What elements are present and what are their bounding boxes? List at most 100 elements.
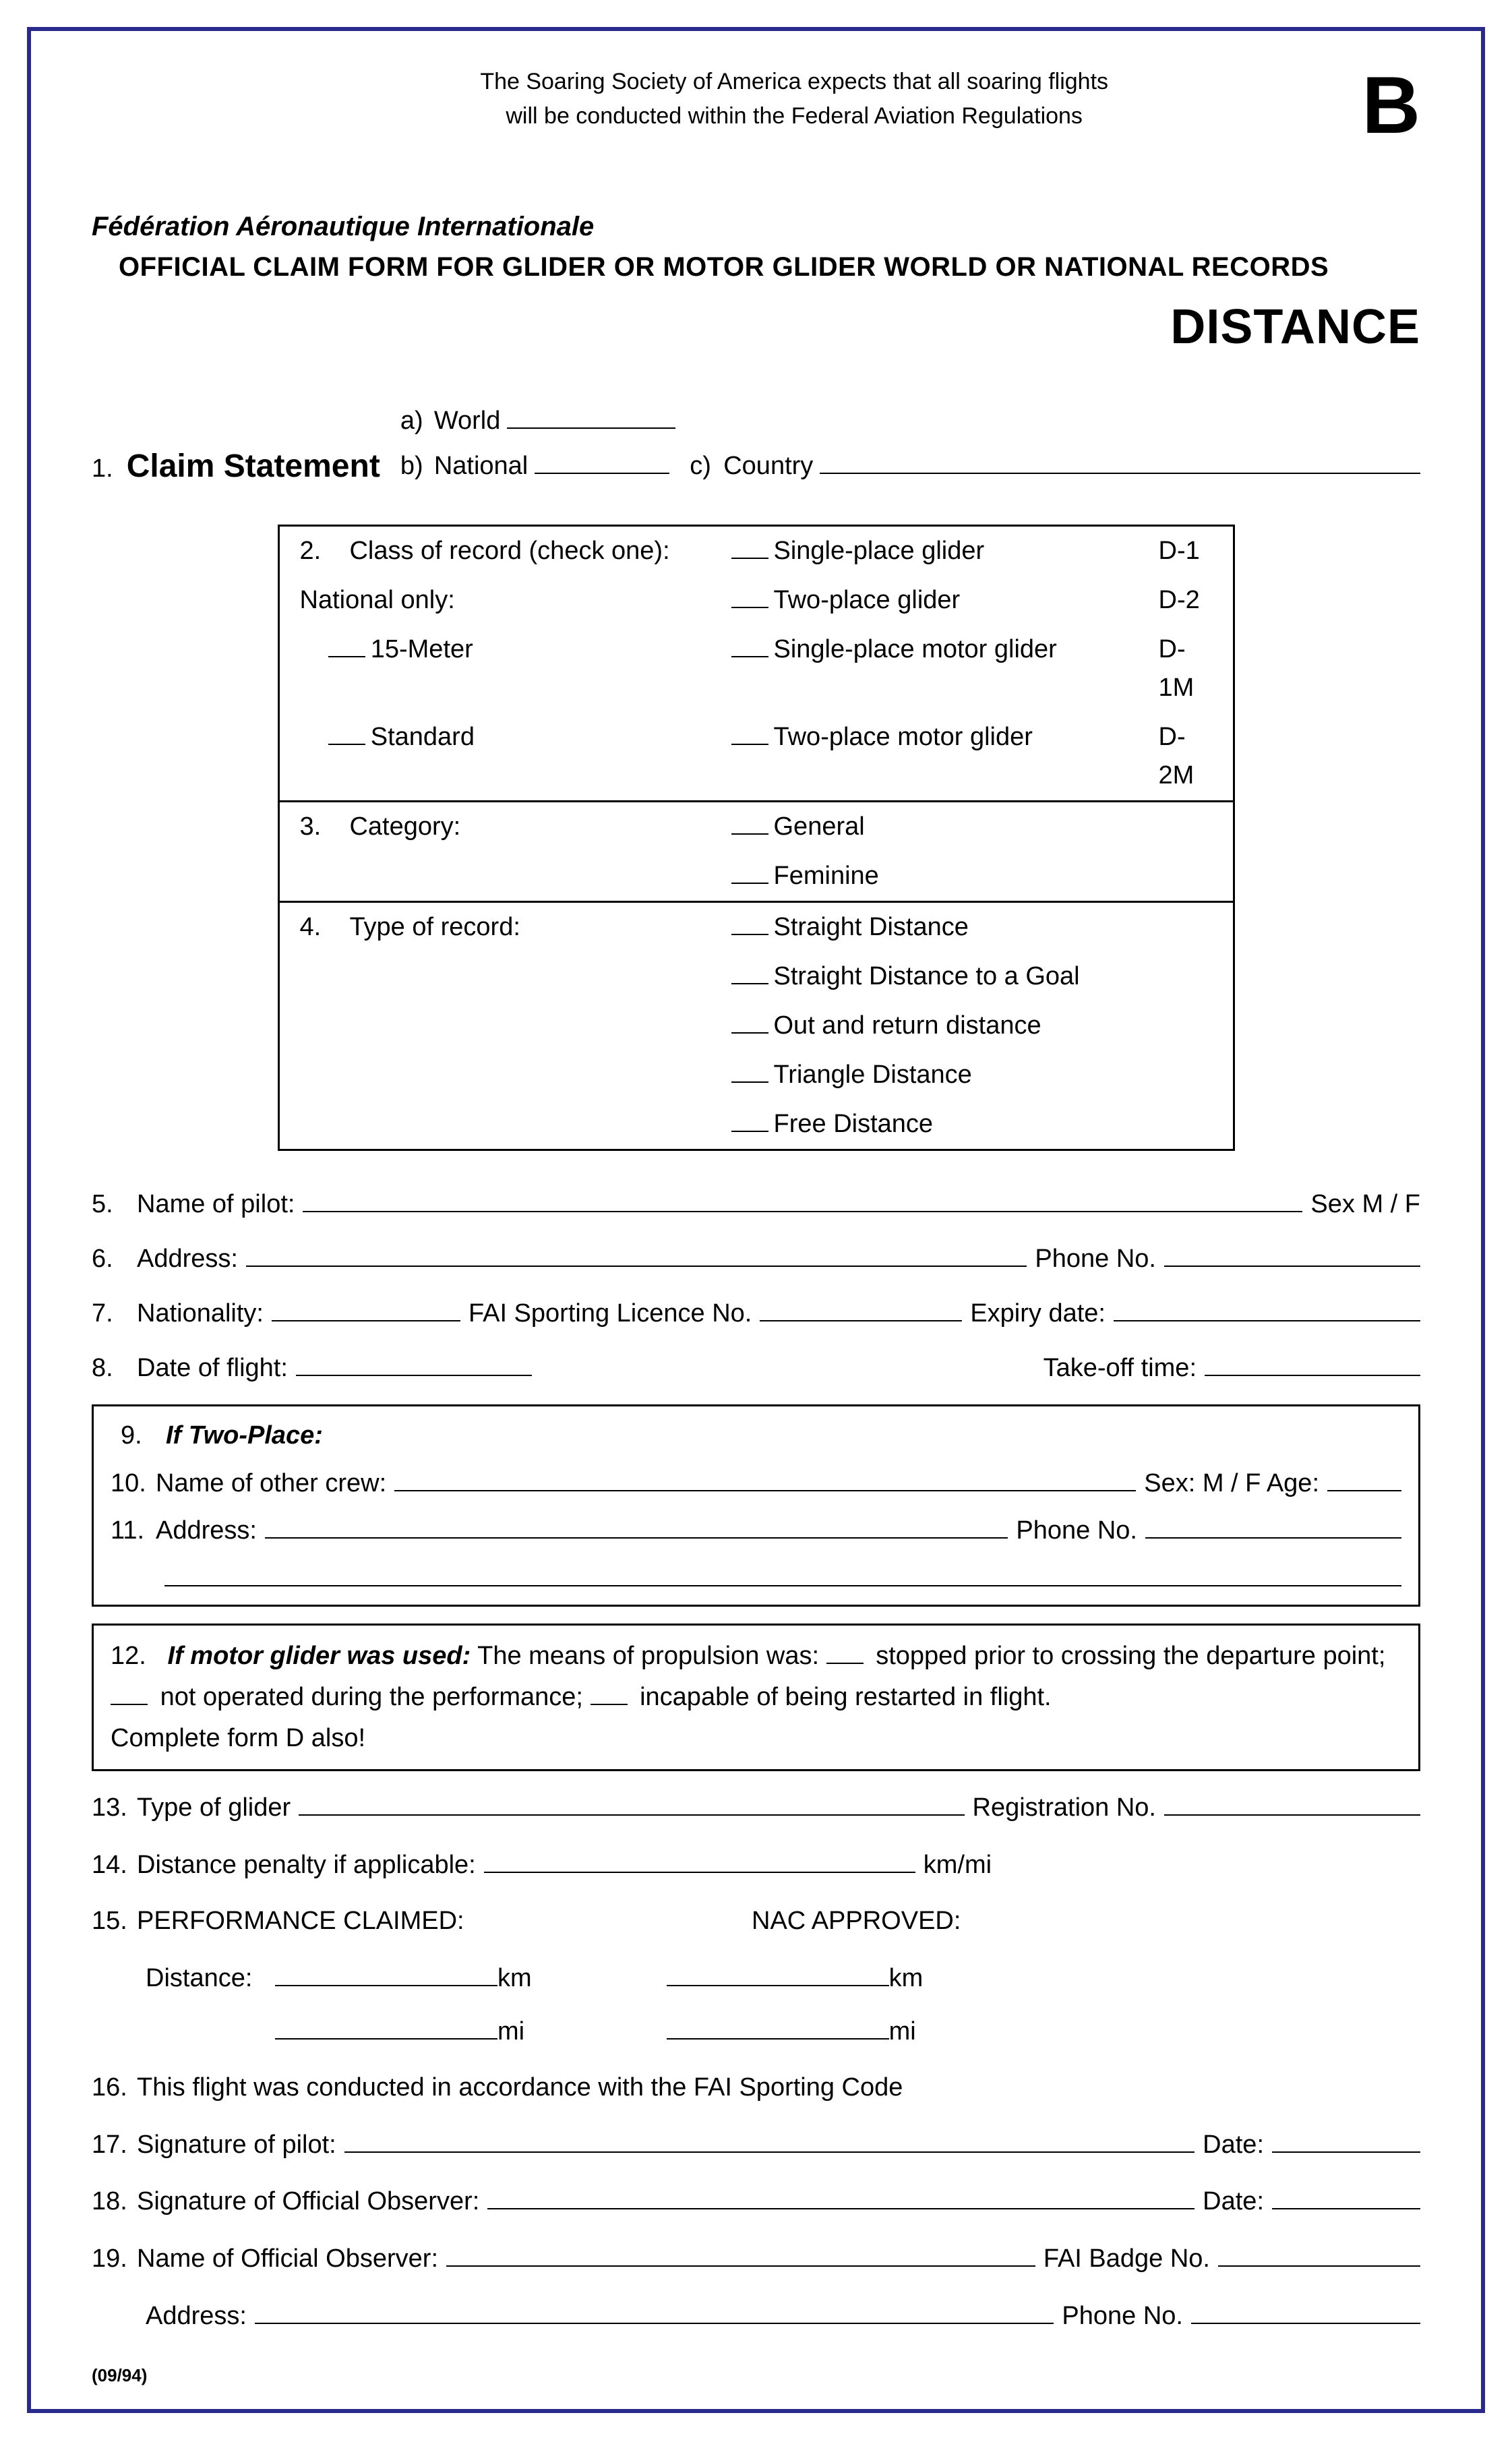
observer-sig-input[interactable] [487,2182,1195,2210]
pilot-sig-label: Signature of pilot: [137,2126,336,2164]
opt-d2: Two-place glider [774,586,961,614]
l16-num: 16. [92,2069,129,2107]
opt-15m: 15-Meter [371,635,473,663]
form-category: DISTANCE [92,291,1420,363]
pilot-name-input[interactable] [303,1185,1302,1213]
cb-goal[interactable] [731,959,768,984]
form-page: The Soaring Society of America expects t… [27,27,1485,2413]
opt-d1m: Single-place motor glider [774,635,1057,663]
observer-name-input[interactable] [446,2238,1035,2267]
opt-d2m: Two-place motor glider [774,723,1033,751]
l19-num: 19. [92,2240,129,2278]
crew-age-input[interactable] [1327,1463,1401,1491]
address-input[interactable] [246,1239,1027,1267]
crew-phone-input[interactable] [1145,1511,1401,1539]
cb-triangle[interactable] [731,1057,768,1083]
observer-sig-label: Signature of Official Observer: [137,2182,479,2221]
mi-unit2: mi [889,2017,916,2046]
code-d1m: D-1M [1139,625,1233,713]
crew-name-input[interactable] [394,1463,1136,1491]
date2-input[interactable] [1272,2182,1420,2210]
dist-km-input[interactable] [275,1958,497,1986]
nac-km-input[interactable] [667,1958,889,1986]
section-1: 1. Claim Statement a) World b) National … [92,400,1420,491]
national-only: National only: [300,586,455,614]
world-input[interactable] [507,400,675,429]
observer-phone-label: Phone No. [1062,2297,1183,2335]
opt-std: Standard [371,723,475,751]
cb-15m[interactable] [328,632,365,657]
label-a: a) [400,402,434,440]
takeoff-label: Take-off time: [1044,1349,1197,1388]
l7-num: 7. [92,1295,129,1333]
code-d2: D-2 [1139,576,1233,625]
r2-label: Class of record (check one): [349,537,669,565]
fai-badge-input[interactable] [1218,2238,1420,2267]
crew-address2-input[interactable] [164,1558,1401,1586]
opt-free: Free Distance [774,1110,934,1138]
cb-straight[interactable] [731,910,768,935]
licence-input[interactable] [760,1293,962,1321]
crew-address-input[interactable] [265,1511,1008,1539]
footer-date: (09/94) [92,2362,1420,2389]
form-letter: B [1362,65,1420,146]
pilot-sig-input[interactable] [344,2124,1195,2153]
penalty-input[interactable] [484,1845,915,1873]
crew-name-label: Name of other crew: [156,1464,386,1503]
cb-general[interactable] [731,809,768,835]
bottom-section: 13. Type of glider Registration No. 14. … [92,1788,1420,2335]
motor-glider-label: If motor glider was used: [168,1642,471,1670]
penalty-label: Distance penalty if applicable: [137,1846,476,1884]
nationality-label: Nationality: [137,1295,264,1333]
pilot-lines: 5. Name of pilot: Sex M / F 6. Address: … [92,1185,1420,1388]
opt-d1: Single-place glider [774,537,985,565]
code-d1: D-1 [1139,527,1233,576]
observer-address-label: Address: [146,2297,247,2335]
r4-num: 4. [300,913,322,941]
r3-label: Category: [349,812,460,841]
l5-num: 5. [92,1185,129,1224]
country-input[interactable] [820,446,1420,474]
expiry-input[interactable] [1114,1293,1420,1321]
cb-d2[interactable] [731,583,768,608]
fai-badge-label: FAI Badge No. [1044,2240,1210,2278]
cb-stopped[interactable] [826,1638,864,1664]
opt-feminine: Feminine [774,862,879,890]
cb-d1m[interactable] [731,632,768,657]
reg-no-input[interactable] [1164,1788,1420,1816]
cb-outreturn[interactable] [731,1008,768,1034]
cb-d2m[interactable] [731,719,768,745]
glider-type-input[interactable] [299,1788,964,1816]
takeoff-input[interactable] [1205,1348,1420,1376]
flight-date-input[interactable] [296,1348,532,1376]
dist-mi-input[interactable] [275,2011,497,2040]
cb-std[interactable] [328,719,365,745]
cb-incapable[interactable] [591,1679,628,1705]
date1-input[interactable] [1272,2124,1420,2153]
r4-label: Type of record: [349,913,520,941]
cb-feminine[interactable] [731,858,768,884]
nationality-input[interactable] [272,1293,460,1321]
observer-address-input[interactable] [255,2296,1054,2324]
two-place-label: If Two-Place: [166,1417,323,1455]
national-input[interactable] [535,446,669,474]
world-label: World [434,402,501,440]
l10-num: 10. [111,1464,148,1503]
nac-mi-input[interactable] [667,2011,889,2040]
phone-input[interactable] [1164,1239,1420,1267]
mg-text2: The means of propulsion was: [477,1642,826,1670]
observer-phone-input[interactable] [1191,2296,1420,2324]
date1-label: Date: [1203,2126,1264,2164]
s1-num: 1. [92,450,113,488]
reg-no-label: Registration No. [973,1789,1156,1827]
mg-text4: not operated during the performance; [160,1683,591,1711]
l14-num: 14. [92,1846,129,1884]
cb-d1[interactable] [731,533,768,559]
fai-header: Fédération Aéronautique Internationale O… [92,206,1420,363]
label-c: c) [690,447,723,485]
cb-not-operated[interactable] [111,1679,148,1705]
accordance-text: This flight was conducted in accordance … [137,2069,903,2107]
cb-free[interactable] [731,1106,768,1132]
r2-num: 2. [300,537,322,565]
l9-num: 9. [121,1417,158,1455]
